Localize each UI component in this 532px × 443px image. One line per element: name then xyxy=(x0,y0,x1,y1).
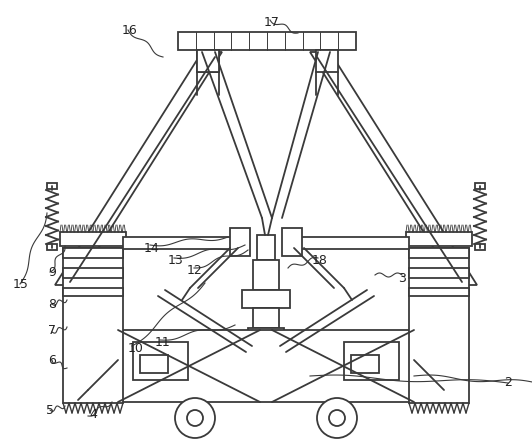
Text: 18: 18 xyxy=(312,253,328,267)
Text: 4: 4 xyxy=(89,408,97,421)
Text: 6: 6 xyxy=(48,354,56,366)
Bar xyxy=(63,248,123,403)
Text: 12: 12 xyxy=(187,264,203,276)
Bar xyxy=(351,355,379,373)
Bar xyxy=(197,50,219,72)
Bar xyxy=(133,342,188,380)
Bar xyxy=(409,288,469,296)
Text: 8: 8 xyxy=(48,299,56,311)
Text: 17: 17 xyxy=(264,16,280,28)
Polygon shape xyxy=(55,52,222,285)
Bar xyxy=(197,50,219,72)
Bar xyxy=(475,244,485,250)
Text: 13: 13 xyxy=(168,253,184,267)
Bar xyxy=(63,268,123,278)
Bar xyxy=(475,183,485,189)
Bar xyxy=(409,248,469,403)
Bar xyxy=(253,308,279,328)
Text: 5: 5 xyxy=(46,404,54,416)
Text: 7: 7 xyxy=(48,323,56,337)
Bar xyxy=(406,232,472,246)
Bar xyxy=(47,183,57,189)
Bar xyxy=(409,268,469,278)
Text: 14: 14 xyxy=(144,241,160,254)
Bar xyxy=(230,228,250,256)
Text: 3: 3 xyxy=(398,272,406,284)
Text: 11: 11 xyxy=(155,335,171,349)
Circle shape xyxy=(329,410,345,426)
Bar xyxy=(63,248,123,258)
Bar xyxy=(344,342,399,380)
Text: 9: 9 xyxy=(48,265,56,279)
Text: 16: 16 xyxy=(122,23,138,36)
Bar xyxy=(248,328,284,346)
Bar xyxy=(316,50,338,72)
Circle shape xyxy=(187,410,203,426)
Bar xyxy=(289,237,409,249)
Bar xyxy=(63,288,123,296)
Bar xyxy=(47,244,57,250)
Bar xyxy=(178,32,356,50)
Bar xyxy=(409,248,469,258)
Bar xyxy=(257,346,275,364)
Bar xyxy=(140,355,168,373)
Text: 15: 15 xyxy=(13,279,29,291)
Polygon shape xyxy=(310,52,477,285)
Text: 2: 2 xyxy=(504,377,512,389)
Bar xyxy=(282,228,302,256)
Bar xyxy=(257,235,275,260)
Bar xyxy=(253,260,279,290)
Text: 10: 10 xyxy=(128,342,144,354)
Bar xyxy=(60,232,126,246)
Circle shape xyxy=(175,398,215,438)
Bar xyxy=(123,237,243,249)
Circle shape xyxy=(317,398,357,438)
Bar xyxy=(242,290,290,308)
Bar xyxy=(118,330,414,402)
